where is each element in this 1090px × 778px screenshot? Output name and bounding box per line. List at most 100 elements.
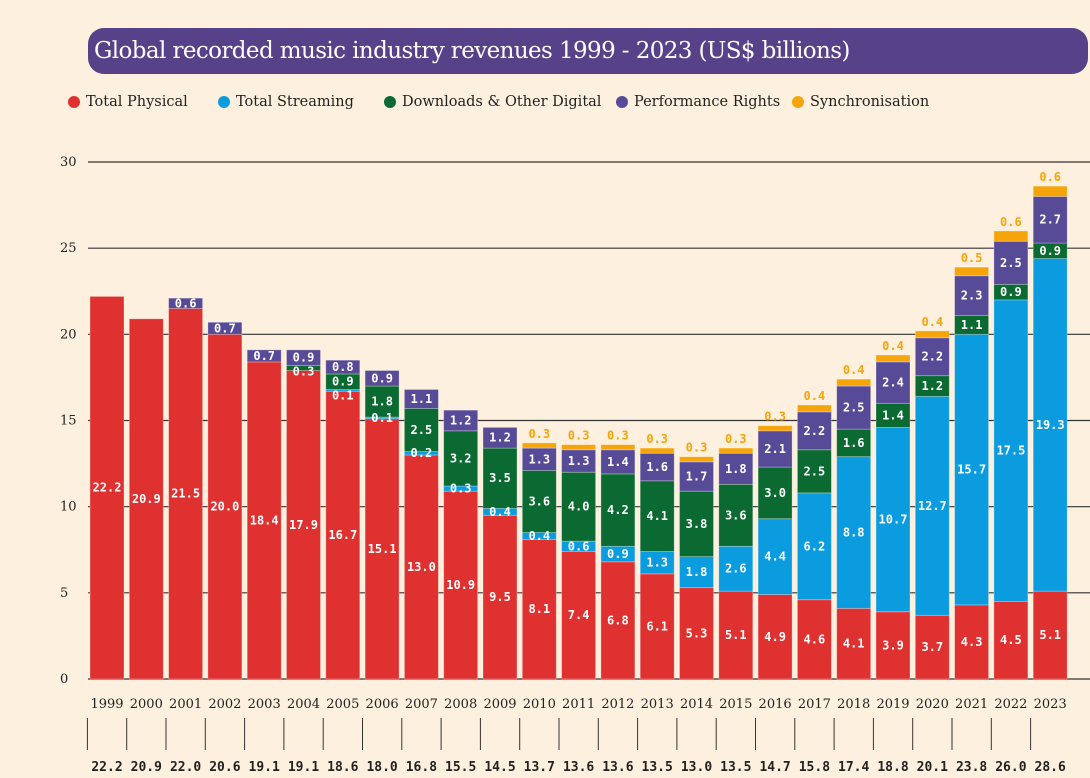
legend-label: Total Physical [86, 94, 188, 110]
total-label: 17.4 [838, 760, 869, 775]
bar-segment [443, 430, 479, 487]
bar-segment [757, 425, 793, 432]
data-label: 0.9 [371, 371, 393, 385]
data-label: 6.2 [804, 539, 826, 553]
data-label: 10.7 [879, 513, 908, 527]
data-label: 0.9 [1000, 285, 1022, 299]
bar-segment [836, 385, 872, 430]
y-tick-label: 5 [60, 586, 68, 601]
bar-segment [993, 230, 1029, 242]
bar-segment [128, 318, 164, 680]
data-label: 0.4 [528, 529, 550, 543]
bar-segment [718, 447, 754, 454]
data-label: 2.5 [411, 423, 433, 437]
data-label: 1.1 [411, 392, 433, 406]
legend: Total Physical Total Streaming Downloads… [68, 94, 929, 110]
data-label: 8.1 [528, 602, 550, 616]
bar-segment [168, 297, 204, 309]
bar-segment [600, 561, 636, 680]
total-label: 15.8 [799, 760, 830, 775]
x-tick-label: 2019 [876, 697, 909, 712]
data-label: 17.5 [996, 444, 1025, 458]
data-label: 2.7 [1039, 213, 1061, 227]
x-tick-label: 2007 [405, 697, 438, 712]
data-label: 0.1 [371, 411, 393, 425]
legend-dot [792, 96, 804, 108]
data-label: 1.4 [607, 455, 629, 469]
data-label: 4.4 [764, 550, 786, 564]
legend-label: Synchronisation [810, 94, 930, 110]
data-label: 1.4 [882, 408, 904, 422]
data-label: 2.2 [921, 350, 943, 364]
x-tick-label: 2018 [837, 697, 870, 712]
total-label: 14.7 [759, 760, 790, 775]
data-label: 3.7 [921, 640, 943, 654]
data-label: 0.9 [607, 547, 629, 561]
total-label: 18.8 [877, 760, 908, 775]
data-label: 2.5 [1000, 256, 1022, 270]
data-label: 4.2 [607, 503, 629, 517]
bar-segment [718, 590, 754, 680]
bar-segment [836, 378, 872, 387]
bar-segment [954, 266, 989, 277]
total-label: 20.9 [131, 760, 162, 775]
bar-segment [325, 390, 361, 680]
bar-segment [1032, 590, 1068, 680]
data-label: 1.2 [450, 414, 472, 428]
data-label: 15.1 [368, 542, 397, 556]
legend-dot [68, 96, 80, 108]
data-label: 0.6 [175, 296, 197, 310]
data-label: 0.1 [332, 389, 354, 403]
bar-segment [914, 337, 950, 377]
data-label: 0.6 [1000, 215, 1022, 229]
x-tick-label: 2000 [130, 697, 163, 712]
bar-segment [364, 370, 400, 387]
data-label: 4.9 [764, 630, 786, 644]
bar-segment [993, 240, 1029, 285]
data-label: 18.4 [250, 513, 279, 527]
bar-segment [797, 492, 832, 601]
bar-segment [639, 573, 675, 680]
data-label: 1.7 [686, 470, 708, 484]
data-label: 0.9 [1039, 244, 1061, 258]
x-tick-label: 2006 [366, 697, 399, 712]
data-label: 1.3 [646, 556, 668, 570]
data-label: 1.8 [686, 565, 708, 579]
data-label: 20.9 [132, 492, 161, 506]
total-label: 14.5 [484, 760, 515, 775]
x-tick-label: 2003 [248, 697, 281, 712]
data-label: 1.8 [725, 462, 747, 476]
total-label: 26.0 [995, 760, 1026, 775]
data-label: 15.7 [957, 463, 986, 477]
legend-dot [218, 96, 230, 108]
bar-segment [954, 314, 989, 335]
total-label: 13.0 [681, 760, 712, 775]
bar-segment [836, 428, 872, 458]
data-label: 6.1 [646, 619, 668, 633]
bar-segment [207, 321, 243, 335]
data-label: 0.6 [1039, 170, 1061, 184]
data-label: 3.8 [686, 517, 708, 531]
data-label: 2.5 [843, 401, 865, 415]
data-label: 4.0 [568, 500, 590, 514]
total-label: 13.5 [642, 760, 673, 775]
bar-segment [639, 447, 675, 454]
bar-segment [600, 449, 636, 475]
bar-segment [954, 333, 989, 606]
x-tick-label: 2023 [1034, 697, 1067, 712]
bar-segment [954, 604, 989, 680]
x-tick-label: 2011 [562, 697, 595, 712]
data-label: 0.3 [725, 432, 747, 446]
data-label: 2.1 [764, 442, 786, 456]
total-label: 22.2 [91, 760, 122, 775]
data-label: 8.8 [843, 526, 865, 540]
data-label: 13.0 [407, 560, 436, 574]
data-label: 0.3 [646, 432, 668, 446]
bar-segment [561, 551, 596, 680]
total-label: 20.6 [209, 760, 240, 775]
bar-segment [403, 389, 439, 409]
bar-segment [325, 359, 361, 375]
bar-segment [246, 349, 282, 363]
data-label: 4.1 [843, 637, 865, 651]
